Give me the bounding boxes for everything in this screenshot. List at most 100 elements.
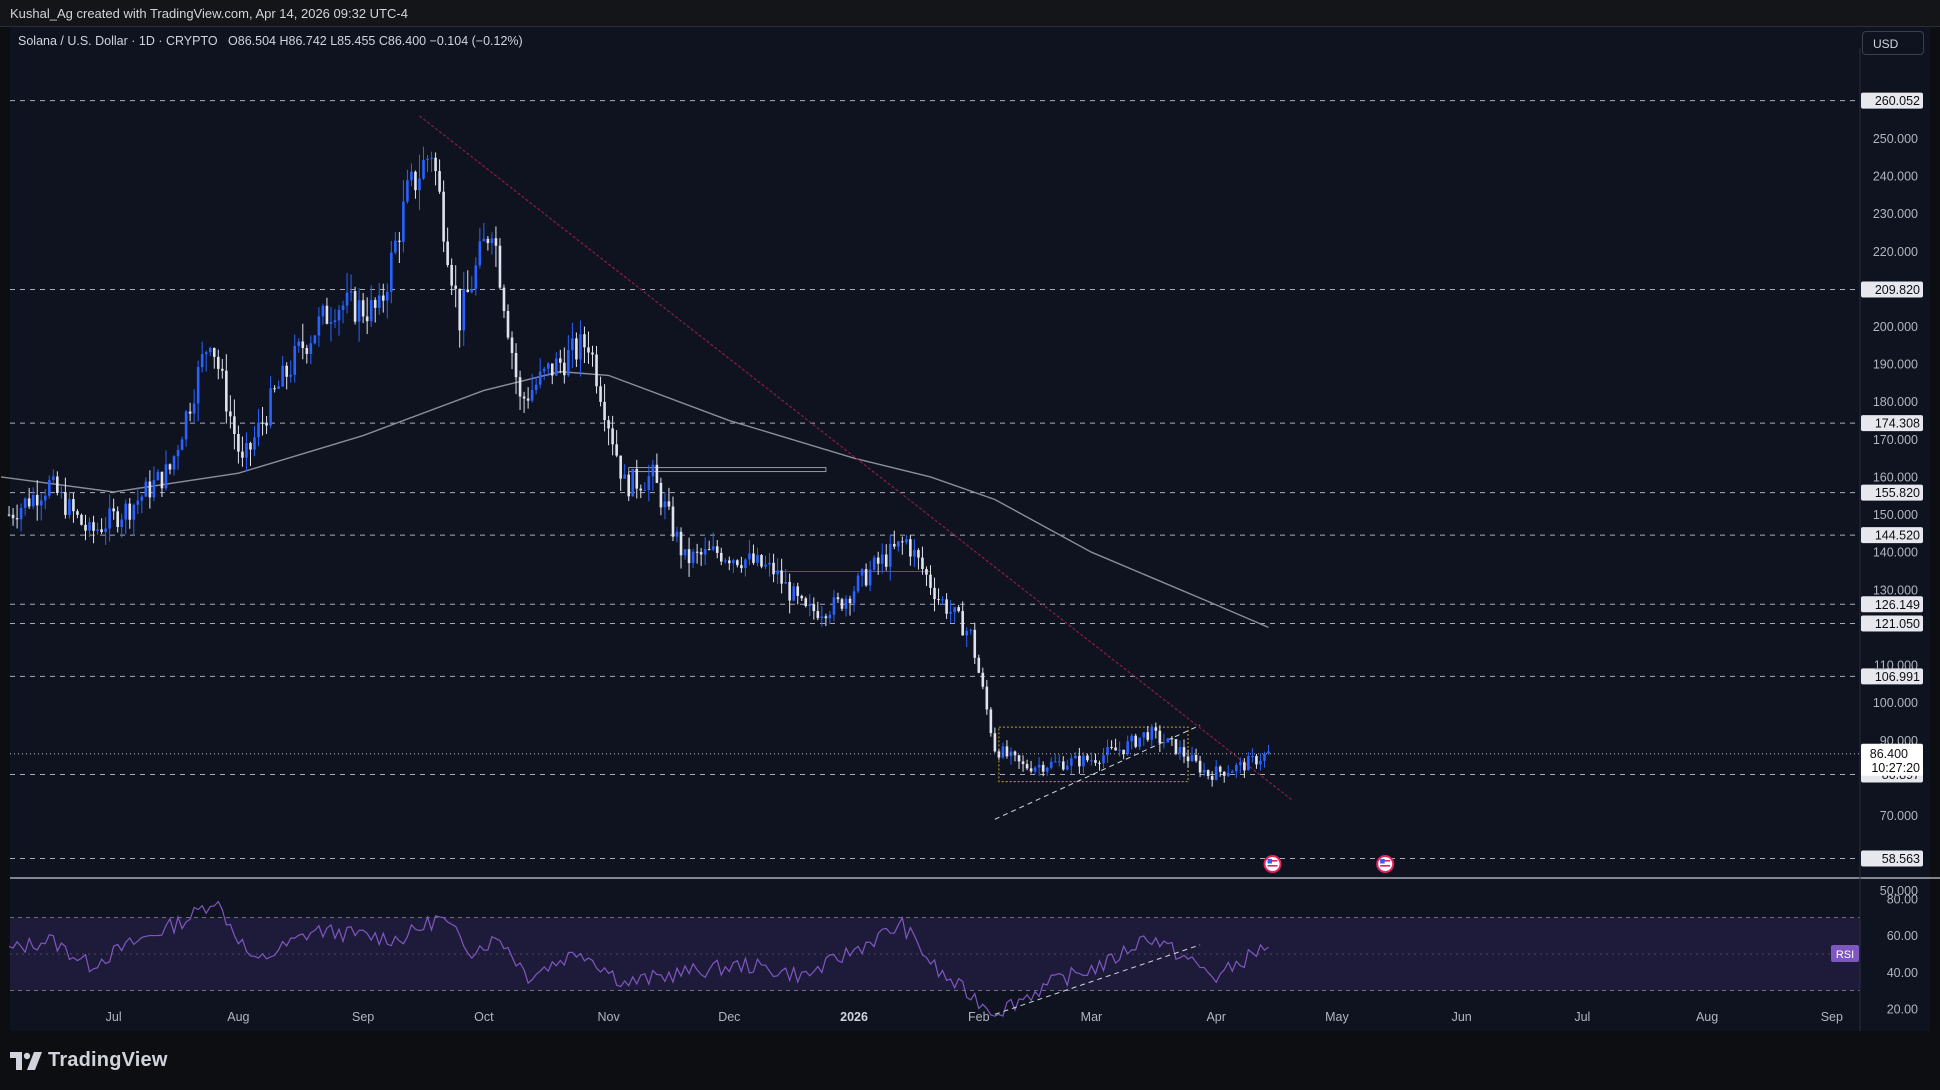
- candle-body: [647, 476, 651, 491]
- x-axis-tick-label: Feb: [968, 1010, 990, 1024]
- candle-body: [128, 503, 132, 520]
- candle-body: [1106, 747, 1109, 756]
- candle-body: [1005, 746, 1009, 757]
- candle-body: [180, 439, 184, 451]
- candle-body: [836, 597, 840, 600]
- y-axis-tick-label: 180.000: [1873, 395, 1918, 409]
- candle-body: [309, 343, 313, 354]
- candle-body: [470, 289, 474, 293]
- candle-body: [526, 398, 530, 401]
- candle-body: [1102, 755, 1105, 764]
- candle-body: [490, 238, 494, 244]
- candle-body: [868, 569, 872, 586]
- rsi-line: [8, 900, 1269, 1017]
- candle-body: [19, 507, 23, 520]
- candle-body: [740, 565, 743, 569]
- candle-body: [23, 498, 27, 508]
- us-flag-event-icon: [1376, 855, 1395, 873]
- candle-body: [1078, 755, 1081, 767]
- candle-body: [603, 401, 606, 421]
- candle-body: [876, 557, 880, 564]
- candle-body: [108, 508, 111, 529]
- symbol-legend: Solana / U.S. Dollar · 1D · CRYPTO O86.5…: [18, 34, 523, 48]
- moving-average-line: [0, 370, 1269, 629]
- candle-body: [752, 553, 755, 563]
- candle-body: [780, 570, 783, 584]
- candle-body: [575, 338, 578, 360]
- candle-body: [1041, 764, 1045, 772]
- candle-body: [534, 384, 538, 391]
- candle-body: [249, 443, 252, 450]
- candle-body: [196, 367, 200, 404]
- candle-body: [828, 614, 832, 619]
- flag-canton: [1267, 859, 1273, 864]
- candle-body: [261, 422, 264, 424]
- x-axis-tick-label: Jun: [1452, 1010, 1472, 1024]
- candle-body: [56, 476, 59, 494]
- candle-body: [1017, 755, 1021, 762]
- candle-body: [723, 560, 727, 562]
- candle-body: [1158, 730, 1162, 743]
- candle-body: [208, 347, 212, 353]
- candle-body: [699, 552, 703, 555]
- candle-body: [502, 287, 506, 312]
- candle-body: [905, 539, 908, 543]
- chart-area[interactable]: [10, 27, 1930, 1031]
- candle-body: [1214, 766, 1218, 780]
- candle-body: [442, 191, 445, 242]
- candle-body: [104, 528, 107, 533]
- candle-body: [651, 464, 655, 477]
- candle-body: [31, 494, 35, 507]
- candle-body: [901, 541, 904, 543]
- currency-button[interactable]: USD: [1862, 31, 1924, 55]
- candle-body: [961, 611, 964, 636]
- candle-body: [1122, 749, 1125, 755]
- candle-body: [579, 334, 582, 360]
- candle-body: [965, 630, 969, 636]
- candle-body: [96, 529, 99, 531]
- candle-body: [921, 557, 924, 569]
- candle-body: [482, 238, 486, 242]
- candle-body: [237, 433, 240, 452]
- candle-body: [1210, 775, 1214, 780]
- candle-body: [719, 552, 723, 562]
- flag-stripe: [1380, 865, 1391, 867]
- candle-body: [80, 514, 83, 525]
- candle-body: [253, 437, 256, 450]
- candle-body: [188, 411, 192, 414]
- candle-body: [15, 518, 19, 520]
- candle-body: [1098, 762, 1101, 764]
- candle-body: [1138, 737, 1142, 747]
- candle-body: [297, 341, 301, 347]
- footer: [0, 1031, 1940, 1090]
- candle-body: [639, 488, 643, 491]
- candle-body: [909, 539, 912, 557]
- flag-canton: [1380, 859, 1385, 864]
- candle-body: [406, 180, 409, 202]
- rsi-divergence-line: [994, 944, 1201, 1015]
- level-price-tag: [1861, 527, 1923, 544]
- y-axis-tick-label: 70.000: [1880, 809, 1918, 823]
- candle-body: [72, 499, 75, 512]
- candle-body: [361, 300, 365, 317]
- candle-body: [856, 575, 860, 592]
- candle-body: [872, 557, 876, 570]
- candle-body: [357, 300, 361, 322]
- y-axis-tick-label: 190.000: [1873, 358, 1918, 372]
- candle-body: [880, 554, 884, 564]
- candle-body: [571, 338, 574, 351]
- level-price-tag: [1861, 415, 1923, 432]
- tradingview-logo[interactable]: TradingView: [10, 1049, 168, 1072]
- y-axis-tick-label: 220.000: [1873, 245, 1918, 259]
- resistance-zone: [628, 467, 827, 473]
- candle-body: [47, 479, 51, 496]
- candle-body: [679, 531, 683, 556]
- candle-body: [631, 468, 635, 497]
- candle-body: [333, 320, 337, 323]
- candle-body: [587, 347, 590, 353]
- candle-body: [796, 586, 800, 596]
- candle-body: [1126, 741, 1129, 755]
- candle-body: [414, 171, 417, 191]
- candle-body: [937, 599, 940, 601]
